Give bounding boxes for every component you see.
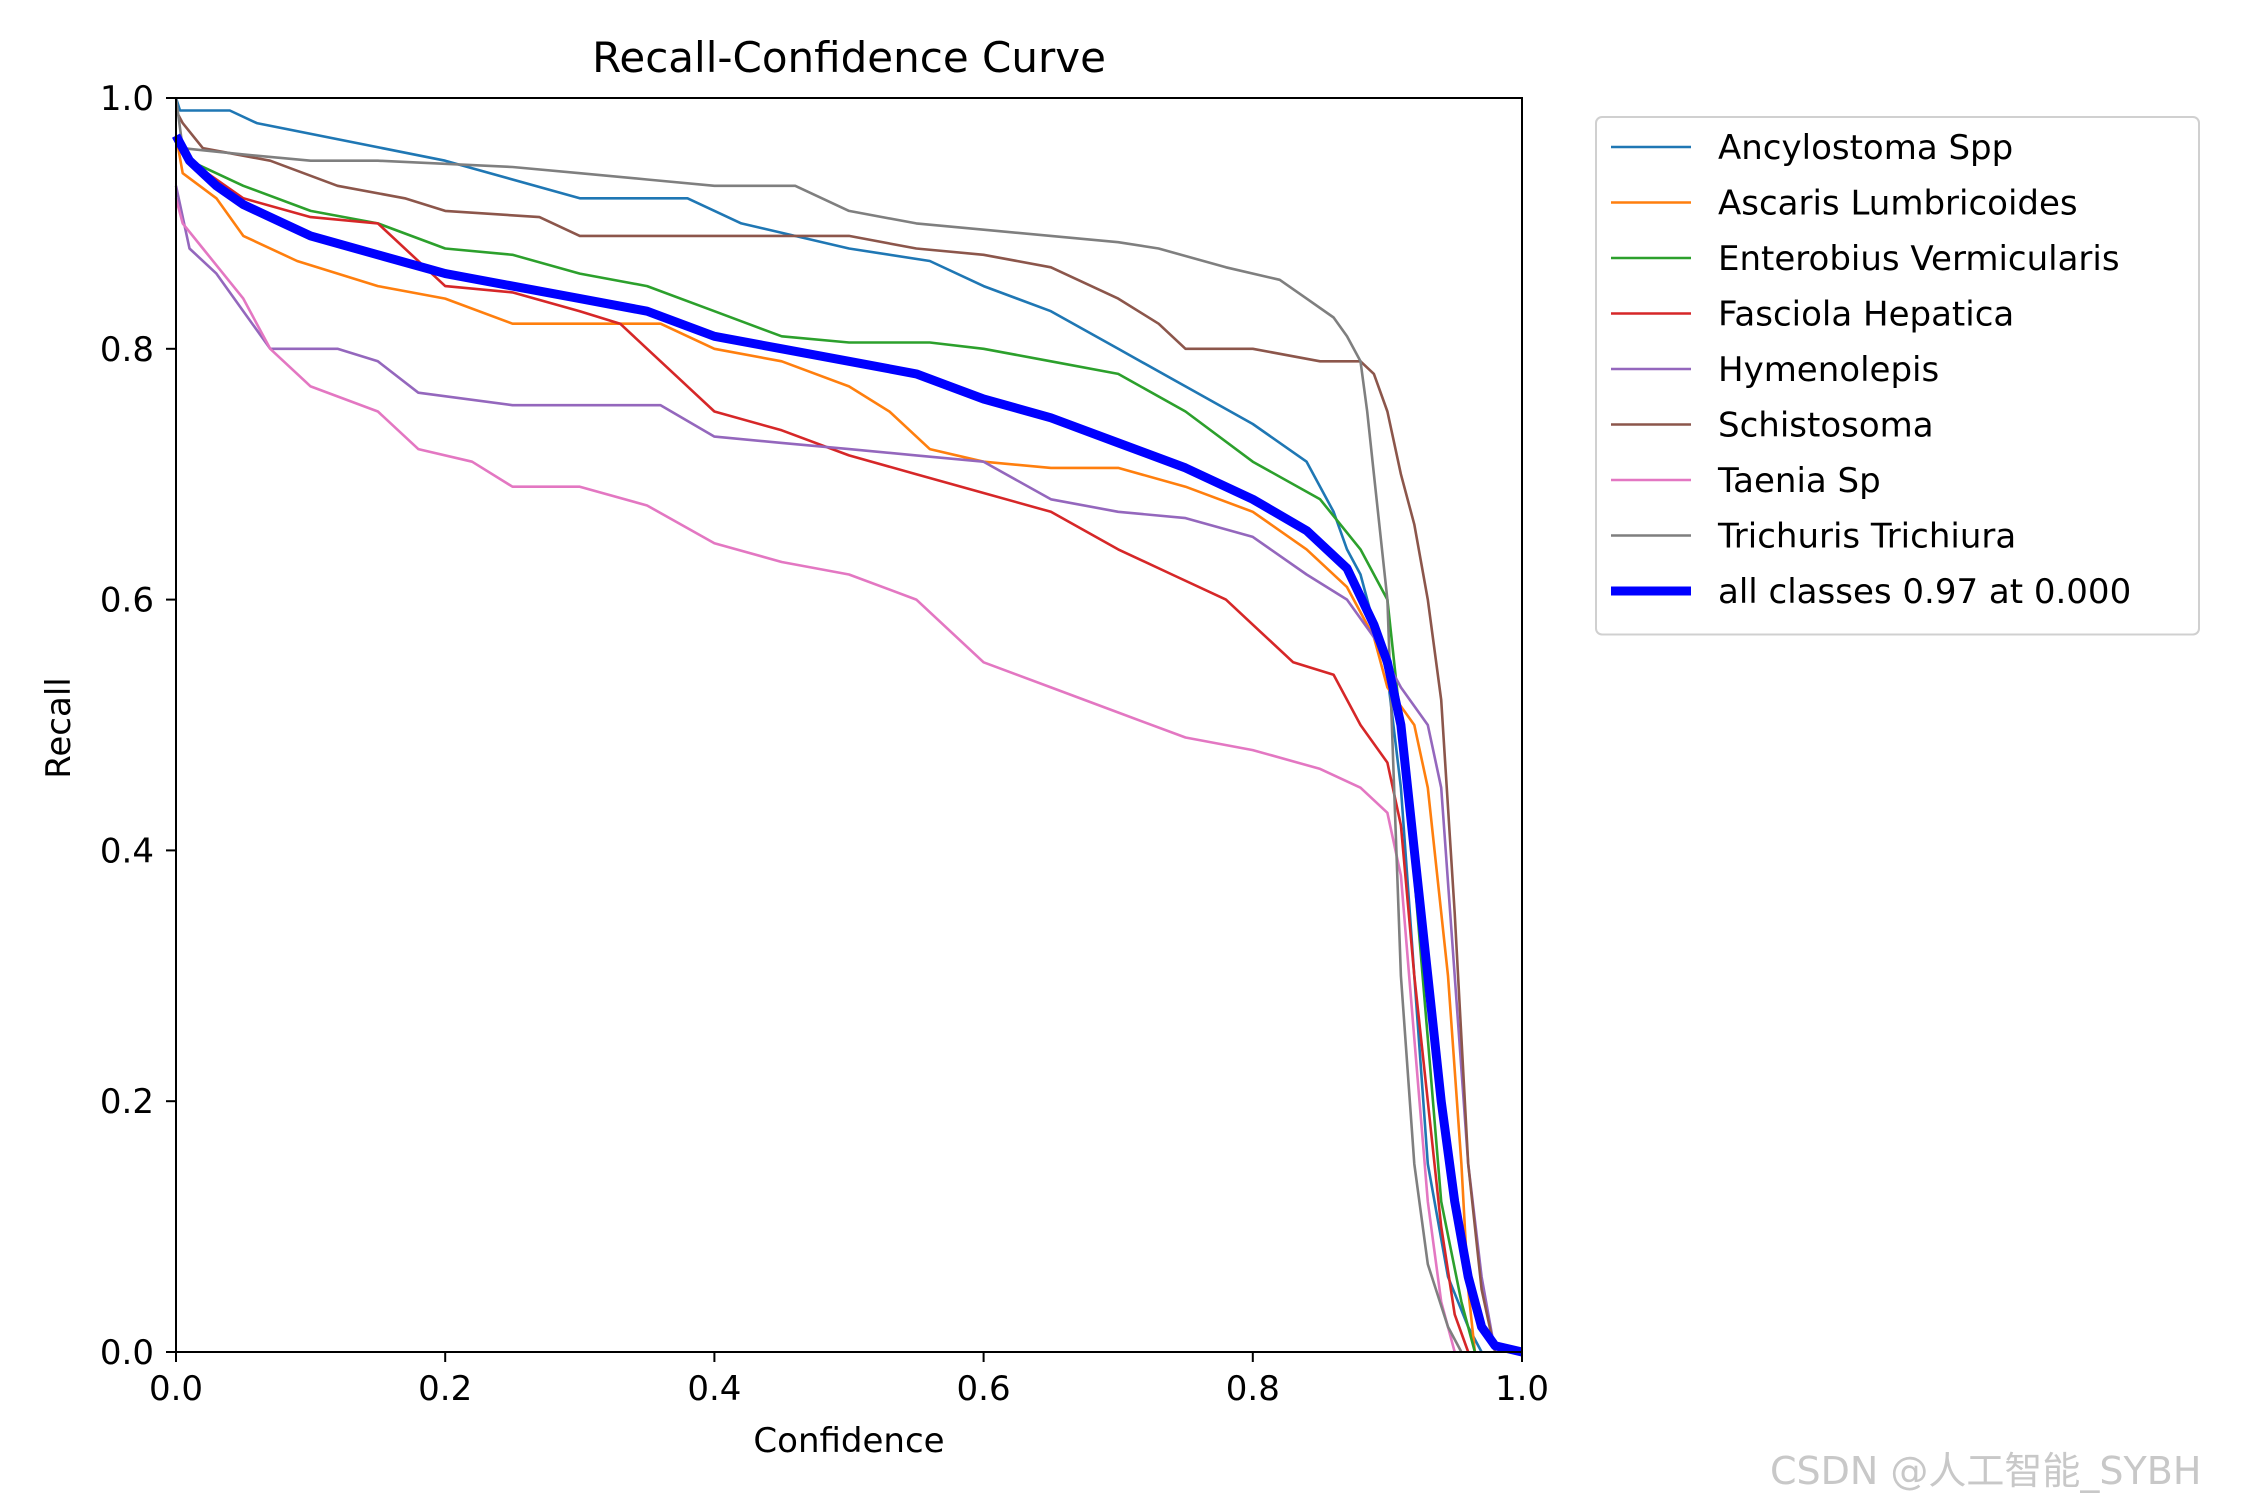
series-layer <box>172 97 1524 1357</box>
x-axis-label: Confidence <box>753 1421 944 1461</box>
legend-label-3: Fasciola Hepatica <box>1718 295 2014 335</box>
x-tick-label: 0.0 <box>149 1369 203 1409</box>
y-tick-label: 0.8 <box>100 330 154 370</box>
legend-label-8: all classes 0.97 at 0.000 <box>1718 572 2131 612</box>
y-tick-label: 0.4 <box>100 831 154 871</box>
series-line-2 <box>174 134 1477 1353</box>
series-line-0 <box>174 97 1483 1353</box>
legend: Ancylostoma Spp Ascaris Lumbricoides Enter… <box>1595 116 2200 636</box>
legend-label-7: Trichuris Trichiura <box>1717 517 2016 557</box>
x-tick-label: 0.2 <box>418 1369 472 1409</box>
series-line-3 <box>174 134 1470 1353</box>
y-tick-label: 0.6 <box>100 581 154 621</box>
y-tick-label: 1.0 <box>100 79 154 119</box>
plot-frame <box>175 97 1523 1353</box>
series-line-8 <box>172 133 1524 1357</box>
series-line-4 <box>174 185 1497 1353</box>
x-tick-label: 0.4 <box>687 1369 741 1409</box>
x-tick-label: 0.8 <box>1226 1369 1280 1409</box>
x-tick-label: 0.6 <box>957 1369 1011 1409</box>
series-line-7 <box>174 97 1463 1353</box>
series-line-6 <box>174 197 1456 1353</box>
legend-label-2: Enterobius Vermicularis <box>1718 239 2120 279</box>
axes-layer: 0.0 0.2 0.4 0.6 0.8 1.0 0.0 0.2 0.4 0.6 0.8 1.0 <box>100 79 1549 1409</box>
series-line-5 <box>174 109 1497 1353</box>
legend-label-5: Schistosoma <box>1718 406 1934 446</box>
series-line-1 <box>174 135 1477 1353</box>
legend-box <box>1595 116 2200 636</box>
legend-label-0: Ancylostoma Spp <box>1718 128 2013 168</box>
y-axis-label: Recall <box>39 677 79 778</box>
y-tick-label: 0.2 <box>100 1082 154 1122</box>
chart-title: Recall-Confidence Curve <box>592 33 1106 82</box>
y-tick-label: 0.0 <box>100 1333 154 1373</box>
watermark: CSDN @人工智能_SYBH <box>1770 1449 2202 1493</box>
legend-label-6: Taenia Sp <box>1717 461 1881 501</box>
x-tick-label: 1.0 <box>1495 1369 1549 1409</box>
legend-label-1: Ascaris Lumbricoides <box>1718 184 2078 224</box>
legend-label-4: Hymenolepis <box>1718 350 1939 390</box>
